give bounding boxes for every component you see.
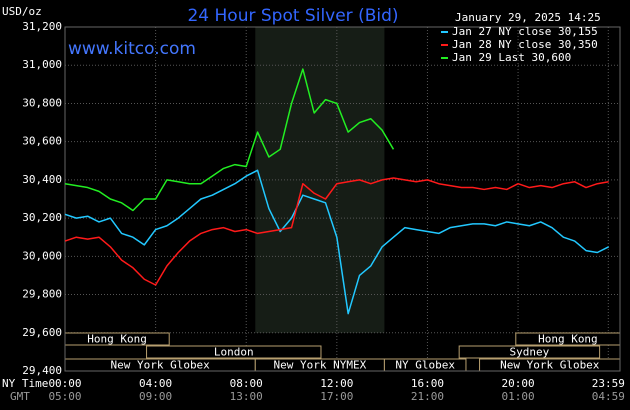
- session-label: New York NYMEX: [273, 359, 366, 372]
- series-line: [64, 68, 395, 212]
- session-label: London: [214, 346, 254, 359]
- x2-tick-label: 13:00: [230, 390, 263, 403]
- session-label: New York Globex: [110, 359, 210, 372]
- y-tick-label: 29,600: [22, 326, 62, 339]
- legend-label: Jan 27 NY close 30,155: [452, 25, 598, 38]
- x-tick-label: 16:00: [411, 377, 444, 390]
- plot-border: [64, 26, 621, 372]
- x-tick-label: 08:00: [230, 377, 263, 390]
- series-line: [64, 177, 609, 286]
- y-tick-label: 30,400: [22, 173, 62, 186]
- y-tick-label: 29,400: [22, 364, 62, 377]
- session-label: Hong Kong: [87, 333, 147, 346]
- session-label: NY Globex: [395, 359, 455, 372]
- x-tick-label: 04:00: [139, 377, 172, 390]
- series-line: [64, 169, 610, 315]
- x-tick-label: 23:59: [592, 377, 625, 390]
- y-tick-label: 30,600: [22, 135, 62, 148]
- session-label: New York Globex: [500, 359, 600, 372]
- session-bar: [146, 345, 322, 359]
- session-label: Hong Kong: [538, 333, 598, 346]
- legend-label: Jan 28 NY close 30,350: [452, 38, 598, 51]
- x2-tick-label: 09:00: [139, 390, 172, 403]
- y-tick-label: 30,800: [22, 96, 62, 109]
- y-tick-label: 29,800: [22, 288, 62, 301]
- chart-title: 24 Hour Spot Silver (Bid): [187, 6, 398, 26]
- legend-label: Jan 29 Last 30,600: [452, 51, 571, 64]
- y-tick-label: 31,200: [22, 20, 62, 33]
- x-row-label: NY Time: [2, 377, 48, 390]
- x-tick-label: 12:00: [320, 377, 353, 390]
- x2-tick-label: 04:59: [592, 390, 625, 403]
- session-bar: [458, 345, 601, 359]
- x-tick-label: 00:00: [48, 377, 81, 390]
- y-tick-label: 30,200: [22, 211, 62, 224]
- x2-tick-label: 05:00: [48, 390, 81, 403]
- timestamp: January 29, 2025 14:25: [455, 11, 601, 24]
- x2-row-label: GMT: [10, 390, 30, 403]
- y-tick-label: 30,000: [22, 249, 62, 262]
- x2-tick-label: 17:00: [320, 390, 353, 403]
- y-tick-label: 31,000: [22, 58, 62, 71]
- x2-tick-label: 21:00: [411, 390, 444, 403]
- x2-tick-label: 01:00: [501, 390, 534, 403]
- x-tick-label: 20:00: [501, 377, 534, 390]
- y-unit-label: USD/oz: [2, 5, 42, 18]
- website: www.kitco.com: [68, 39, 196, 59]
- session-label: Sydney: [510, 346, 550, 359]
